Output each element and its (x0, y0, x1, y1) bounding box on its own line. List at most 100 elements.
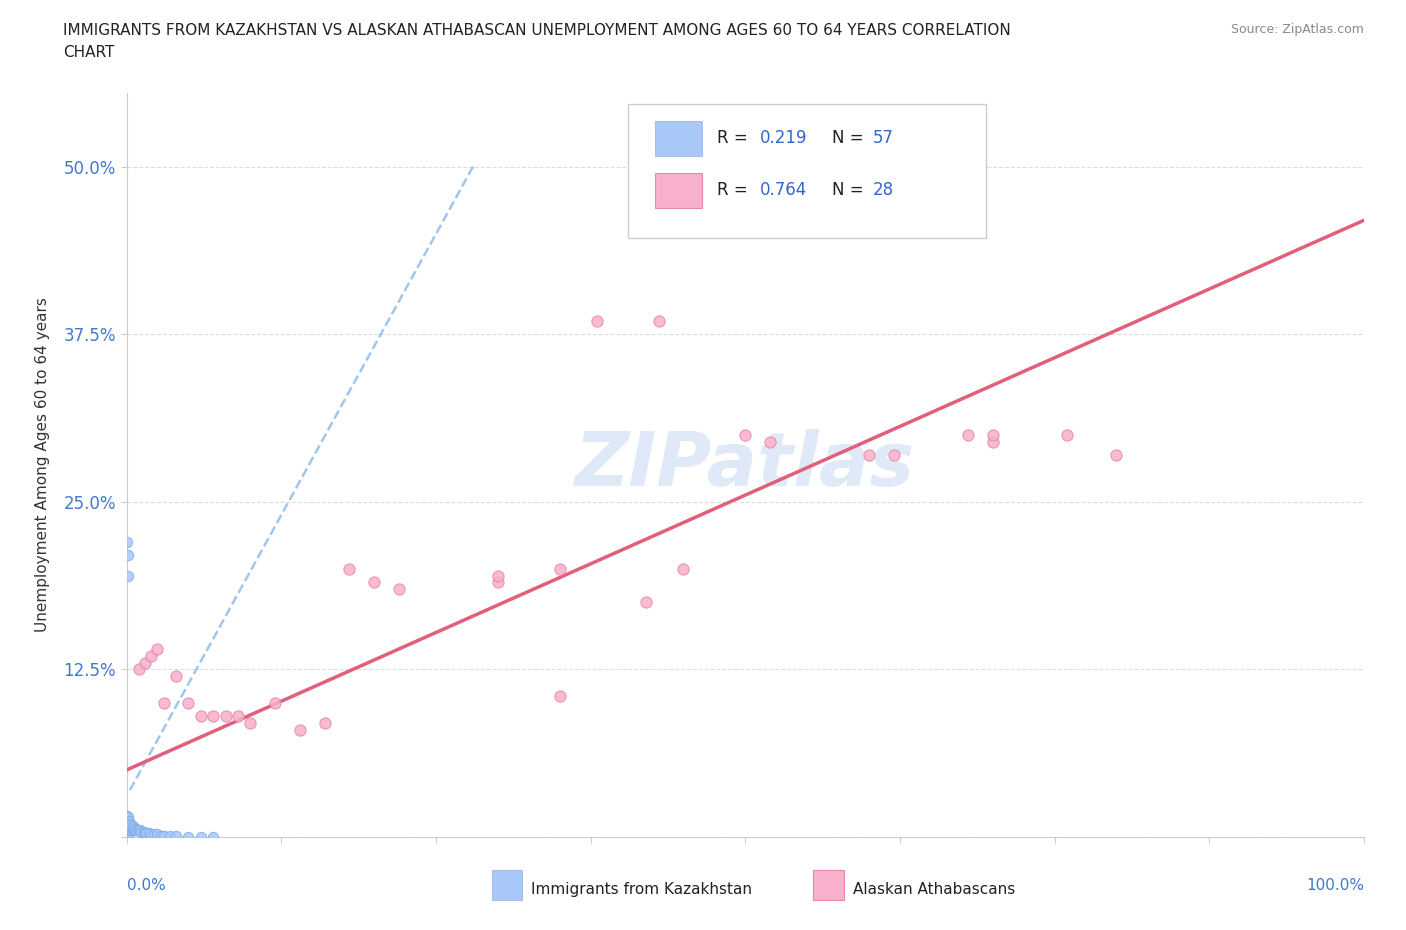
Point (146, 827, 169, 842)
Point (165, 669, 187, 684)
Text: 0.764: 0.764 (761, 180, 807, 199)
FancyBboxPatch shape (627, 104, 987, 238)
Point (129, 823, 152, 838)
Point (115, 808, 138, 823)
Point (214, 709, 236, 724)
Point (124, 821, 146, 836)
Point (883, 447, 905, 462)
Point (734, 428, 756, 443)
Text: Alaskan Athabascans: Alaskan Athabascans (853, 882, 1015, 897)
Point (115, 817, 138, 831)
Point (858, 159, 880, 174)
Point (141, 827, 163, 842)
Point (117, 820, 139, 835)
Point (121, 820, 143, 835)
Point (117, 809, 139, 824)
Point (131, 824, 153, 839)
Point (177, 830, 200, 844)
Point (672, 562, 695, 577)
Point (337, 562, 360, 577)
Point (115, 830, 138, 844)
Point (128, 823, 150, 838)
Point (288, 723, 311, 737)
Bar (655, 173, 702, 208)
Point (159, 829, 181, 844)
Point (120, 818, 142, 833)
Point (117, 548, 139, 563)
Point (115, 818, 138, 833)
Point (177, 696, 200, 711)
Point (115, 817, 138, 832)
Point (125, 823, 148, 838)
Y-axis label: Unemployment Among Ages 60 to 64 years: Unemployment Among Ages 60 to 64 years (35, 298, 49, 632)
Point (128, 662, 150, 677)
Text: R =: R = (717, 180, 752, 199)
Point (981, 434, 1004, 449)
Bar (655, 121, 702, 156)
Text: 0.0%: 0.0% (127, 878, 166, 893)
Point (117, 823, 139, 838)
Bar (813, 870, 844, 900)
Point (117, 568, 139, 583)
Point (1056, 428, 1078, 443)
Point (115, 830, 138, 844)
Point (190, 709, 212, 724)
Point (134, 656, 156, 671)
Point (115, 812, 138, 827)
Text: Immigrants from Kazakhstan: Immigrants from Kazakhstan (531, 882, 752, 897)
Point (486, 568, 509, 583)
Point (132, 824, 155, 839)
Point (118, 814, 141, 829)
Text: 0.219: 0.219 (761, 128, 807, 147)
Point (121, 820, 143, 835)
Text: IMMIGRANTS FROM KAZAKHSTAN VS ALASKAN ATHABASCAN UNEMPLOYMENT AMONG AGES 60 TO 6: IMMIGRANTS FROM KAZAKHSTAN VS ALASKAN AT… (63, 23, 1011, 38)
Point (134, 826, 156, 841)
Point (115, 830, 138, 844)
Point (150, 829, 173, 844)
Point (122, 823, 145, 838)
Point (120, 823, 142, 838)
Point (120, 817, 142, 831)
Text: Source: ZipAtlas.com: Source: ZipAtlas.com (1230, 23, 1364, 36)
Point (264, 696, 287, 711)
Point (932, 146, 955, 161)
Point (486, 575, 509, 590)
Point (226, 709, 249, 724)
Point (117, 817, 139, 831)
Point (585, 313, 607, 328)
Point (124, 823, 146, 838)
Point (956, 428, 979, 443)
Point (981, 428, 1004, 443)
Point (165, 829, 187, 844)
Point (202, 830, 225, 844)
Point (118, 817, 141, 831)
Point (115, 830, 138, 844)
Text: 57: 57 (873, 128, 894, 147)
Text: 100.0%: 100.0% (1306, 878, 1364, 893)
Text: CHART: CHART (63, 45, 115, 60)
Point (118, 818, 141, 833)
Point (141, 648, 163, 663)
Point (142, 827, 165, 842)
Point (115, 823, 138, 838)
Point (190, 830, 212, 844)
Point (115, 811, 138, 826)
Text: N =: N = (832, 180, 869, 199)
Point (121, 817, 143, 832)
Point (647, 313, 669, 328)
Text: ZIPatlas: ZIPatlas (575, 429, 915, 501)
Point (135, 826, 157, 841)
Point (127, 823, 149, 838)
Point (636, 595, 658, 610)
Point (115, 830, 138, 844)
Point (759, 434, 782, 449)
Point (117, 818, 139, 833)
Point (548, 562, 571, 577)
Point (1105, 447, 1128, 462)
Point (121, 818, 143, 833)
Point (115, 814, 138, 829)
Point (138, 826, 160, 841)
Point (146, 642, 169, 657)
Point (152, 829, 174, 844)
Point (239, 715, 262, 730)
